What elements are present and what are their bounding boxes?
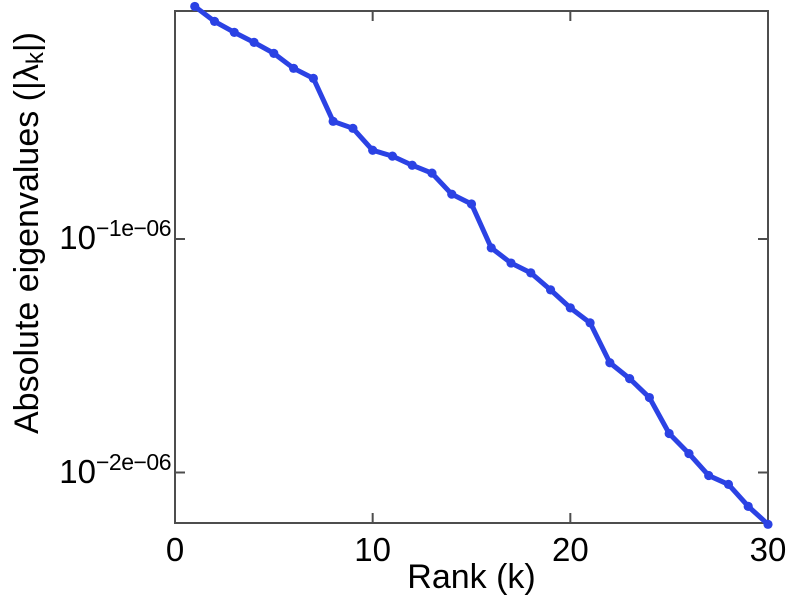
y-axis-label-subscript: k	[22, 52, 49, 65]
data-point	[585, 318, 595, 328]
y-tick-exponent: −1e−06	[95, 215, 172, 241]
data-point	[684, 448, 694, 459]
eigenvalue-curve	[192, 3, 771, 527]
data-point	[249, 37, 259, 47]
data-point	[644, 392, 655, 403]
y-tick-exponent: −2e−06	[95, 448, 172, 475]
data-point	[526, 268, 536, 278]
data-point	[368, 145, 378, 155]
data-point	[229, 27, 239, 37]
data-point	[763, 519, 773, 529]
data-point	[545, 285, 556, 295]
axes-frame	[174, 10, 769, 524]
data-point	[506, 258, 516, 268]
y-axis-label-suffix: |)	[8, 32, 46, 53]
x-tick-label-30: 30	[749, 531, 787, 568]
x-tick-label-10: 10	[354, 531, 392, 568]
data-point	[743, 501, 753, 511]
data-point	[427, 168, 437, 178]
x-tick-label-20: 20	[551, 531, 589, 568]
data-point	[625, 374, 635, 384]
data-point	[723, 479, 734, 490]
y-tick-base: 10	[59, 219, 96, 256]
data-point	[605, 358, 615, 368]
data-point	[269, 48, 279, 58]
data-point	[190, 1, 200, 12]
y-tick-base: 10	[59, 452, 96, 490]
data-point	[486, 243, 496, 253]
x-tick-label-0: 0	[165, 531, 185, 568]
data-point	[407, 160, 417, 170]
y-tick-label-minus1e-06: 10−1e−06	[0, 217, 171, 256]
data-point	[565, 303, 575, 313]
data-point	[289, 63, 299, 73]
data-point	[209, 16, 220, 26]
data-point	[704, 470, 714, 481]
data-point	[466, 199, 477, 209]
data-point	[308, 73, 318, 83]
x-axis-label: Rank (k)	[407, 558, 536, 596]
data-point	[447, 189, 457, 199]
y-tick-label-minus2e-06: 10−2e−06	[0, 450, 171, 490]
data-point	[387, 151, 398, 161]
data-point	[348, 123, 358, 133]
data-point	[664, 428, 674, 439]
data-point	[328, 116, 338, 126]
